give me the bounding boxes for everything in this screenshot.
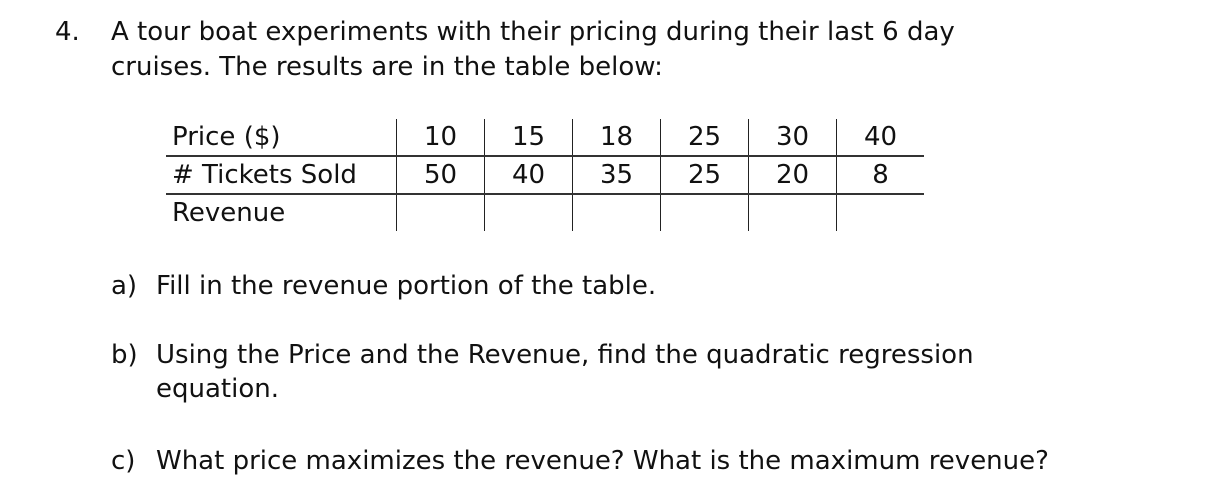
- table-cell: [748, 194, 837, 231]
- question-text-line2: cruises. The results are in the table be…: [111, 52, 663, 82]
- row-label: Revenue: [172, 198, 286, 228]
- table-cell: [836, 194, 924, 231]
- table-row-tickets: # Tickets Sold 50 40 35 25 20 8: [166, 156, 924, 195]
- part-b-text-line1: Using the Price and the Revenue, find th…: [156, 340, 974, 370]
- table-cell: 30: [748, 119, 837, 157]
- table-cell: 8: [836, 156, 924, 195]
- table-cell: 25: [660, 156, 749, 195]
- part-b-letter: b): [111, 340, 138, 370]
- question-number: 4.: [55, 17, 80, 47]
- part-a-text: Fill in the revenue portion of the table…: [156, 271, 657, 301]
- table-cell: 10: [396, 119, 485, 157]
- table-cell: [660, 194, 749, 231]
- table-cell: [572, 194, 661, 231]
- table-cell: 40: [484, 156, 573, 195]
- row-label: # Tickets Sold: [166, 156, 397, 195]
- table-cell: 18: [572, 119, 661, 157]
- table-cell: [484, 194, 573, 231]
- table-cell: 40: [836, 119, 924, 157]
- part-c-text: What price maximizes the revenue? What i…: [156, 446, 1049, 476]
- table-cell: 25: [660, 119, 749, 157]
- table-row-price: Price ($) 10 15 18 25 30 40: [166, 119, 924, 157]
- table-cell: 20: [748, 156, 837, 195]
- question-text-line1: A tour boat experiments with their prici…: [111, 17, 955, 47]
- part-a-letter: a): [111, 271, 138, 301]
- table-row-revenue: Revenue: [166, 194, 924, 231]
- price-tickets-table: Price ($) 10 15 18 25 30 40 # Tickets So…: [166, 119, 924, 231]
- table-cell: [396, 194, 485, 231]
- table-cell: 15: [484, 119, 573, 157]
- table-cell: 35: [572, 156, 661, 195]
- row-label: Price ($): [166, 119, 397, 157]
- table-cell: 50: [396, 156, 485, 195]
- part-b-text-line2: equation.: [156, 374, 279, 404]
- part-c-letter: c): [111, 446, 136, 476]
